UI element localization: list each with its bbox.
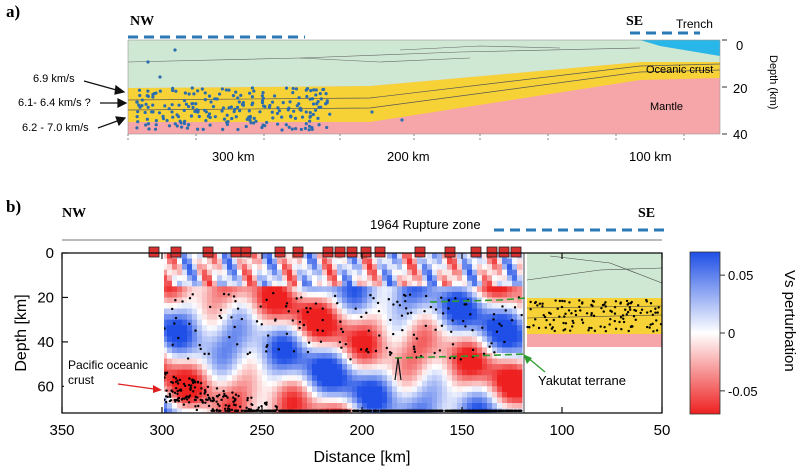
inset-upper-plate	[527, 253, 662, 298]
station-marker	[414, 246, 426, 258]
depth-tick-0: 0	[736, 38, 743, 53]
trench-label: Trench	[676, 17, 713, 31]
x-tick-label: 350	[49, 422, 74, 439]
depth-tick-20: 20	[733, 81, 747, 96]
y-tick-label: 0	[46, 245, 54, 262]
panel-a: a) NW SE Trench Oceanic crust Mantle 6.9…	[6, 2, 779, 164]
station-marker	[148, 246, 160, 258]
station-marker	[334, 246, 346, 258]
station-row	[148, 246, 522, 258]
water-layer	[640, 40, 720, 56]
inset-cross-section	[526, 253, 663, 347]
station-marker	[170, 246, 182, 258]
panel-a-nw-label: NW	[130, 14, 154, 29]
upper-boundary-dashed	[429, 297, 527, 303]
depth-tick-40: 40	[733, 127, 747, 142]
velocity-label-lower: 6.2 - 7.0 km/s	[22, 122, 89, 134]
velocity-label-upper: 6.9 km/s	[33, 73, 75, 85]
panel-b-se-label: SE	[638, 206, 655, 221]
lower-boundary-dashed	[394, 353, 527, 359]
station-marker	[346, 246, 358, 258]
layer-boundary	[299, 57, 471, 63]
panel-a-label: a)	[6, 2, 20, 21]
pacific-arrow	[117, 383, 162, 393]
colorbar: 0.05 0 -0.05 Vs perturbation	[689, 251, 798, 415]
colorbar-gradient	[689, 251, 721, 415]
station-marker	[292, 246, 304, 258]
earthquake-dots	[164, 292, 523, 412]
depth-axis-label-a: Depth (km)	[767, 55, 779, 109]
panel-b-nw-label: NW	[62, 206, 86, 221]
colorbar-tick-label: 0.05	[728, 268, 753, 283]
x-tick-label: 100	[549, 422, 574, 439]
x-tick-label: 250	[249, 422, 274, 439]
tomography-image	[164, 253, 524, 413]
x-tick-label: 200	[349, 422, 374, 439]
dist-tick-300: 300 km	[212, 149, 255, 164]
panel-b-label: b)	[6, 197, 21, 216]
mantle-label: Mantle	[650, 101, 683, 113]
oceanic-crust-layer	[128, 60, 720, 122]
station-marker	[322, 246, 334, 258]
colorbar-title: Vs perturbation	[781, 270, 798, 372]
station-marker	[486, 246, 498, 258]
x-axis-label: Distance [km]	[314, 449, 411, 466]
panel-a-frame	[127, 39, 721, 135]
station-marker	[374, 246, 386, 258]
axes-b: 350 300 250 200 150 100 50 0 20 40 60	[37, 245, 670, 439]
cross-section	[128, 40, 720, 134]
y-tick-label: 20	[37, 289, 54, 306]
station-marker	[240, 246, 252, 258]
velocity-arrows	[83, 80, 128, 129]
black-arrow-marker	[394, 357, 402, 381]
yakutat-arrow	[523, 354, 546, 373]
layer-boundary	[128, 63, 720, 101]
colorbar-tick-label: -0.05	[728, 384, 758, 399]
x-tick-label: 50	[654, 422, 671, 439]
inset-mantle	[527, 334, 662, 347]
y-tick-label: 60	[37, 378, 54, 395]
pacific-label-line2: crust	[68, 373, 95, 387]
velocity-label-middle: 6.1- 6.4 km/s ?	[18, 97, 91, 109]
rupture-zone-label: 1964 Rupture zone	[370, 217, 481, 232]
yakutat-label: Yakutat terrane	[538, 373, 626, 388]
earthquake-dots	[135, 48, 404, 132]
colorbar-tick-label: 0	[728, 326, 735, 341]
x-tick-label: 150	[449, 422, 474, 439]
panel-a-se-label: SE	[626, 14, 643, 29]
upper-plate-layer	[128, 40, 720, 88]
pacific-label-line1: Pacific oceanic	[68, 358, 148, 372]
station-marker	[360, 246, 372, 258]
panel-b: b) NW SE 1964 Rupture zone	[6, 197, 798, 466]
distance-axis-a	[127, 134, 685, 142]
y-axis-label: Depth [km]	[13, 294, 30, 371]
oceanic-crust-label: Oceanic crust	[646, 64, 713, 76]
station-marker	[274, 246, 286, 258]
station-marker	[510, 246, 522, 258]
layer-boundary	[128, 47, 641, 63]
dist-tick-200: 200 km	[387, 149, 430, 164]
station-marker	[444, 246, 456, 258]
y-tick-label: 40	[37, 334, 54, 351]
depth-axis-a: 0 20 40 Depth (km)	[722, 38, 779, 142]
station-marker	[498, 246, 510, 258]
station-marker	[470, 246, 482, 258]
x-tick-label: 300	[149, 422, 174, 439]
station-marker	[230, 246, 242, 258]
layer-boundary	[128, 69, 720, 111]
layer-boundary	[399, 45, 561, 51]
pacific-label-bg	[64, 355, 156, 387]
dist-tick-100: 100 km	[629, 149, 672, 164]
station-marker	[202, 246, 214, 258]
